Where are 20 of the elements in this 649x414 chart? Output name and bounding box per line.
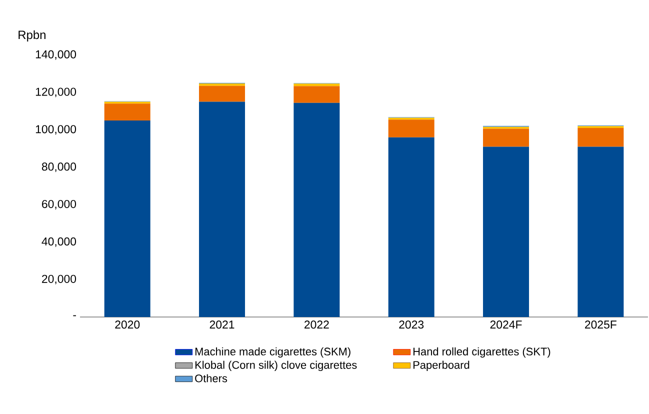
y-tick-label: - — [73, 315, 76, 316]
y-tick-label: 120,000 — [36, 88, 76, 98]
x-tick-label: 2020 — [115, 320, 140, 329]
legend-label: Machine made cigarettes (SKM) — [195, 347, 350, 358]
x-tick-label: 2024F — [490, 320, 522, 329]
legend-label: Paperboard — [413, 360, 470, 372]
y-tick-label: 40,000 — [42, 237, 76, 247]
x-tick-label: 2023 — [399, 320, 424, 329]
y-tick-label: 60,000 — [42, 200, 76, 210]
y-axis-title: Rpbn — [18, 30, 46, 42]
y-tick-label: 80,000 — [42, 162, 76, 172]
y-tick-label: 20,000 — [42, 274, 76, 284]
legend-label: Others — [195, 374, 228, 382]
legend-label: Hand rolled cigarettes (SKT) — [413, 347, 550, 358]
x-tick-label: 2021 — [210, 320, 234, 329]
legend-label: Klobal (Corn silk) clove cigarettes — [195, 360, 357, 372]
x-tick-label: 2022 — [304, 320, 329, 329]
y-tick-label: 100,000 — [36, 125, 76, 135]
x-tick-label: 2025F — [585, 320, 616, 329]
y-tick-label: 140,000 — [36, 50, 76, 60]
